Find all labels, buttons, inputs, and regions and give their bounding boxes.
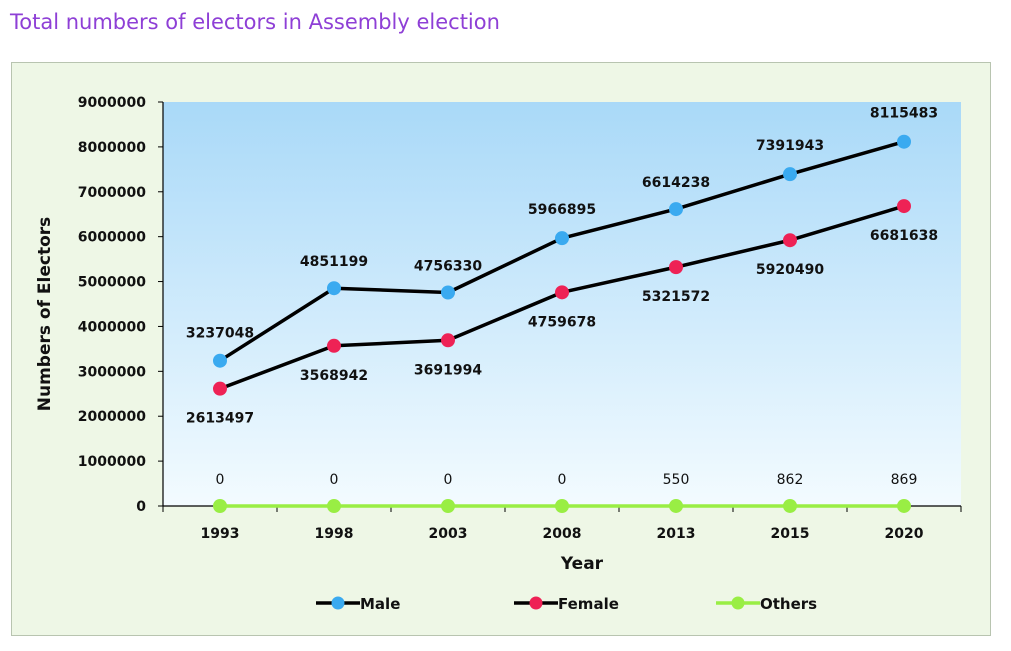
plot-area xyxy=(163,102,961,506)
y-tick-label: 7000000 xyxy=(78,185,146,201)
y-tick-label: 6000000 xyxy=(78,230,146,246)
x-tick-label: 2008 xyxy=(543,526,582,542)
x-tick-label: 2015 xyxy=(771,526,810,542)
data-point-male xyxy=(555,231,569,246)
data-point-female xyxy=(897,199,911,214)
data-label-male: 7391943 xyxy=(756,138,824,154)
data-label-others: 869 xyxy=(891,472,918,488)
data-label-others: 862 xyxy=(777,472,804,488)
y-tick-label: 5000000 xyxy=(78,275,146,291)
data-label-male: 4756330 xyxy=(414,258,482,274)
data-label-male: 5966895 xyxy=(528,202,596,218)
data-label-female: 5321572 xyxy=(642,289,710,305)
legend-label-male: Male xyxy=(360,595,400,613)
data-point-others xyxy=(213,499,227,513)
data-point-male xyxy=(327,281,341,296)
y-tick-label: 0 xyxy=(136,499,146,515)
data-point-female xyxy=(327,338,341,353)
data-point-female xyxy=(669,260,683,275)
data-label-male: 6614238 xyxy=(642,175,710,191)
x-axis-title: Year xyxy=(560,554,604,574)
x-tick-label: 1993 xyxy=(201,526,240,542)
data-point-others xyxy=(555,499,569,513)
data-label-male: 4851199 xyxy=(300,254,368,270)
data-label-female: 5920490 xyxy=(756,262,824,278)
data-point-others xyxy=(897,498,911,513)
data-point-female xyxy=(783,233,797,248)
page-title: Total numbers of electors in Assembly el… xyxy=(10,10,500,34)
data-point-male xyxy=(783,167,797,182)
y-tick-label: 8000000 xyxy=(78,140,146,156)
data-label-male: 3237048 xyxy=(186,326,254,342)
data-point-female xyxy=(555,285,569,300)
x-tick-label: 1998 xyxy=(315,526,354,542)
y-tick-label: 2000000 xyxy=(78,409,146,425)
data-point-male xyxy=(897,134,911,149)
x-tick-label: 2020 xyxy=(885,526,924,542)
y-tick-label: 1000000 xyxy=(78,454,146,470)
data-label-others: 0 xyxy=(330,472,339,488)
data-point-female xyxy=(441,333,455,348)
data-label-female: 4759678 xyxy=(528,314,596,330)
legend-marker-male xyxy=(331,596,345,610)
data-point-male xyxy=(213,353,227,368)
legend-marker-female xyxy=(529,596,543,610)
legend-label-others: Others xyxy=(760,595,817,613)
x-tick-label: 2003 xyxy=(429,526,468,542)
x-tick-label: 2013 xyxy=(657,526,696,542)
data-point-others xyxy=(327,499,341,513)
data-point-female xyxy=(213,381,227,396)
data-point-male xyxy=(669,202,683,217)
data-point-others xyxy=(669,498,683,513)
data-point-others xyxy=(783,498,797,513)
data-label-female: 6681638 xyxy=(870,228,938,244)
data-label-female: 2613497 xyxy=(186,411,254,427)
y-axis-title: Numbers of Electors xyxy=(35,217,55,412)
legend-label-female: Female xyxy=(558,595,619,613)
data-label-others: 550 xyxy=(663,472,690,488)
y-tick-label: 4000000 xyxy=(78,319,146,335)
data-label-others: 0 xyxy=(444,472,453,488)
data-label-others: 0 xyxy=(216,472,225,488)
y-tick-label: 3000000 xyxy=(78,364,146,380)
legend-marker-others xyxy=(731,596,745,610)
data-label-others: 0 xyxy=(558,472,567,488)
data-point-others xyxy=(441,499,455,513)
data-point-male xyxy=(441,285,455,300)
y-tick-label: 9000000 xyxy=(78,95,146,111)
data-label-female: 3568942 xyxy=(300,368,368,384)
data-label-male: 8115483 xyxy=(870,106,938,122)
data-label-female: 3691994 xyxy=(414,362,482,378)
